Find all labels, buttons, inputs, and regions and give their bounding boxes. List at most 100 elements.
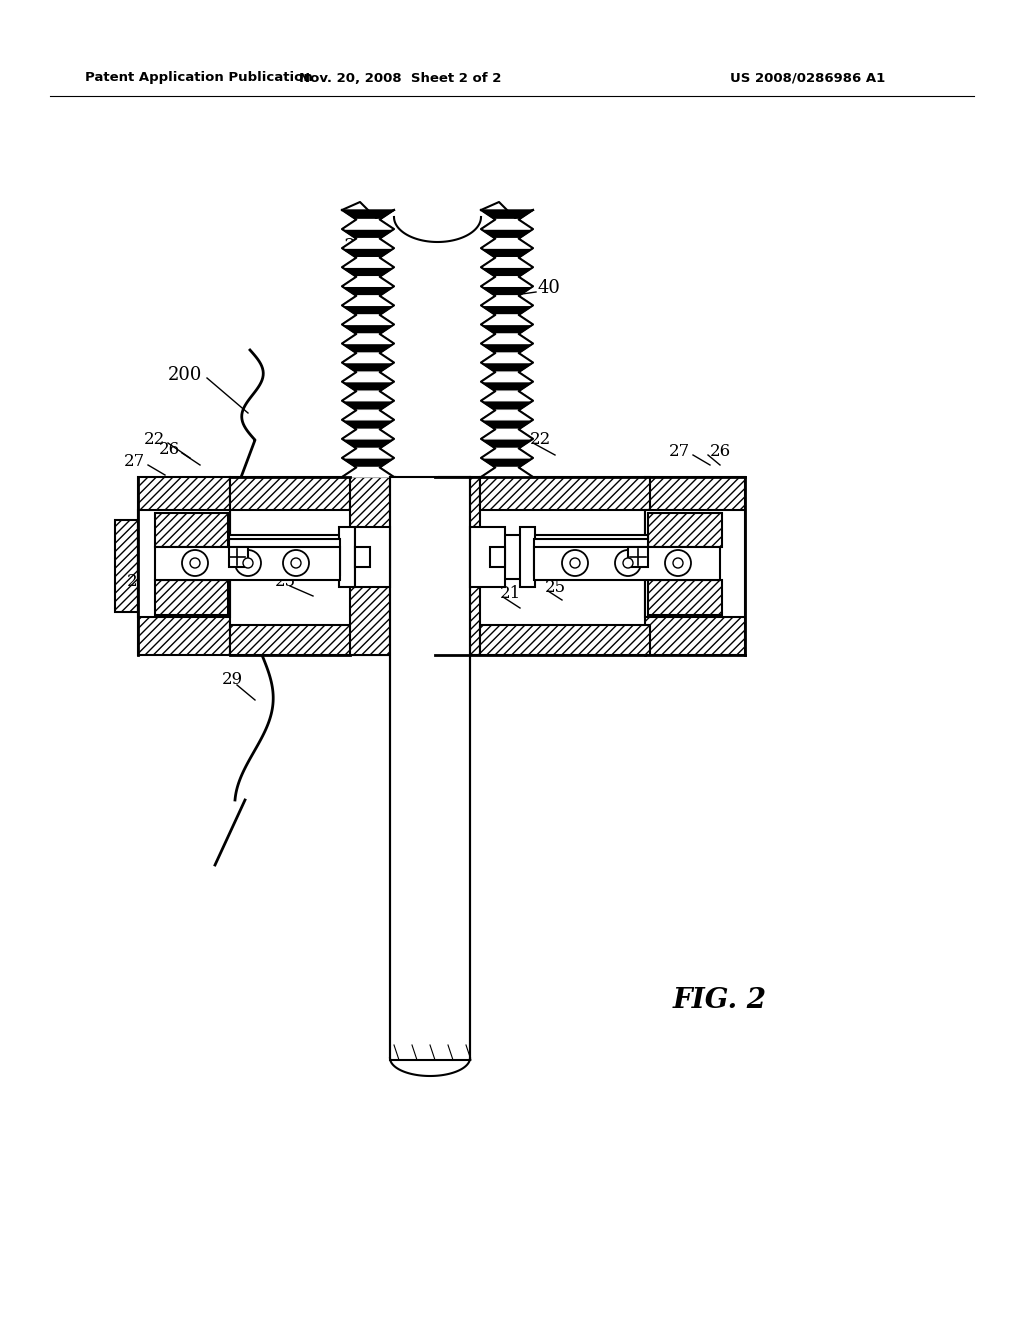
- Polygon shape: [481, 210, 534, 219]
- Text: 36: 36: [394, 692, 416, 709]
- Circle shape: [665, 550, 691, 576]
- Polygon shape: [342, 296, 394, 305]
- Polygon shape: [342, 343, 394, 352]
- Bar: [534, 539, 648, 576]
- Polygon shape: [342, 230, 394, 239]
- Polygon shape: [342, 239, 394, 248]
- Polygon shape: [481, 257, 534, 267]
- Bar: [229, 546, 248, 568]
- Bar: [648, 579, 722, 615]
- Polygon shape: [481, 458, 534, 467]
- Polygon shape: [481, 248, 534, 257]
- Polygon shape: [342, 277, 394, 286]
- Text: 22: 22: [143, 432, 165, 449]
- Bar: [395, 635, 435, 675]
- Polygon shape: [481, 334, 534, 343]
- Polygon shape: [481, 267, 534, 277]
- Polygon shape: [481, 429, 534, 438]
- Polygon shape: [481, 286, 534, 296]
- Polygon shape: [342, 411, 394, 420]
- Polygon shape: [481, 325, 534, 334]
- Polygon shape: [342, 219, 394, 230]
- Polygon shape: [481, 391, 534, 401]
- Bar: [115, 520, 138, 612]
- Text: 25: 25: [545, 579, 566, 597]
- Polygon shape: [342, 391, 394, 401]
- Polygon shape: [342, 334, 394, 343]
- Bar: [390, 477, 470, 1060]
- Bar: [534, 546, 720, 579]
- Polygon shape: [481, 352, 534, 363]
- Polygon shape: [481, 429, 534, 438]
- Polygon shape: [481, 296, 534, 305]
- Text: 21: 21: [500, 586, 521, 602]
- Circle shape: [190, 558, 200, 568]
- Circle shape: [291, 558, 301, 568]
- Polygon shape: [342, 305, 394, 315]
- Polygon shape: [481, 438, 534, 449]
- Polygon shape: [342, 449, 394, 458]
- Polygon shape: [342, 352, 394, 363]
- Text: 22: 22: [530, 432, 551, 449]
- Polygon shape: [342, 372, 394, 381]
- Text: 40: 40: [538, 279, 561, 297]
- Polygon shape: [481, 239, 534, 248]
- Bar: [155, 579, 228, 615]
- Polygon shape: [342, 248, 394, 257]
- Polygon shape: [342, 467, 394, 477]
- Polygon shape: [481, 391, 534, 401]
- Polygon shape: [481, 401, 534, 411]
- Polygon shape: [481, 343, 534, 352]
- Circle shape: [570, 558, 580, 568]
- Polygon shape: [342, 315, 394, 325]
- Circle shape: [623, 558, 633, 568]
- Polygon shape: [481, 372, 534, 381]
- Polygon shape: [481, 420, 534, 429]
- Polygon shape: [481, 449, 534, 458]
- Polygon shape: [342, 449, 394, 458]
- Polygon shape: [342, 391, 394, 401]
- Polygon shape: [481, 296, 534, 305]
- Text: 29: 29: [221, 672, 243, 689]
- Bar: [480, 477, 650, 510]
- Polygon shape: [481, 257, 534, 267]
- Bar: [230, 624, 395, 655]
- Bar: [355, 546, 370, 568]
- Bar: [645, 510, 745, 616]
- Polygon shape: [342, 325, 394, 334]
- Bar: [339, 527, 355, 587]
- Polygon shape: [342, 267, 394, 277]
- Polygon shape: [342, 257, 394, 267]
- Polygon shape: [342, 411, 394, 420]
- Polygon shape: [342, 438, 394, 449]
- Polygon shape: [481, 334, 534, 343]
- Bar: [648, 513, 722, 546]
- Circle shape: [615, 550, 641, 576]
- Bar: [155, 546, 340, 579]
- Text: 26: 26: [159, 441, 180, 458]
- Polygon shape: [342, 467, 394, 477]
- Bar: [355, 527, 390, 587]
- Bar: [229, 539, 340, 576]
- Polygon shape: [481, 277, 534, 286]
- Bar: [722, 520, 745, 612]
- Polygon shape: [481, 219, 534, 230]
- Polygon shape: [342, 401, 394, 411]
- Text: 21: 21: [127, 573, 148, 590]
- Polygon shape: [481, 449, 534, 458]
- Polygon shape: [342, 239, 394, 248]
- Circle shape: [673, 558, 683, 568]
- Circle shape: [562, 550, 588, 576]
- Bar: [229, 535, 648, 579]
- Polygon shape: [342, 372, 394, 381]
- Bar: [628, 546, 648, 568]
- Polygon shape: [481, 381, 534, 391]
- Polygon shape: [342, 420, 394, 429]
- Polygon shape: [481, 239, 534, 248]
- Bar: [470, 527, 505, 587]
- Text: 27: 27: [669, 444, 690, 461]
- Polygon shape: [342, 363, 394, 372]
- Polygon shape: [481, 315, 534, 325]
- Polygon shape: [342, 334, 394, 343]
- Polygon shape: [481, 467, 534, 477]
